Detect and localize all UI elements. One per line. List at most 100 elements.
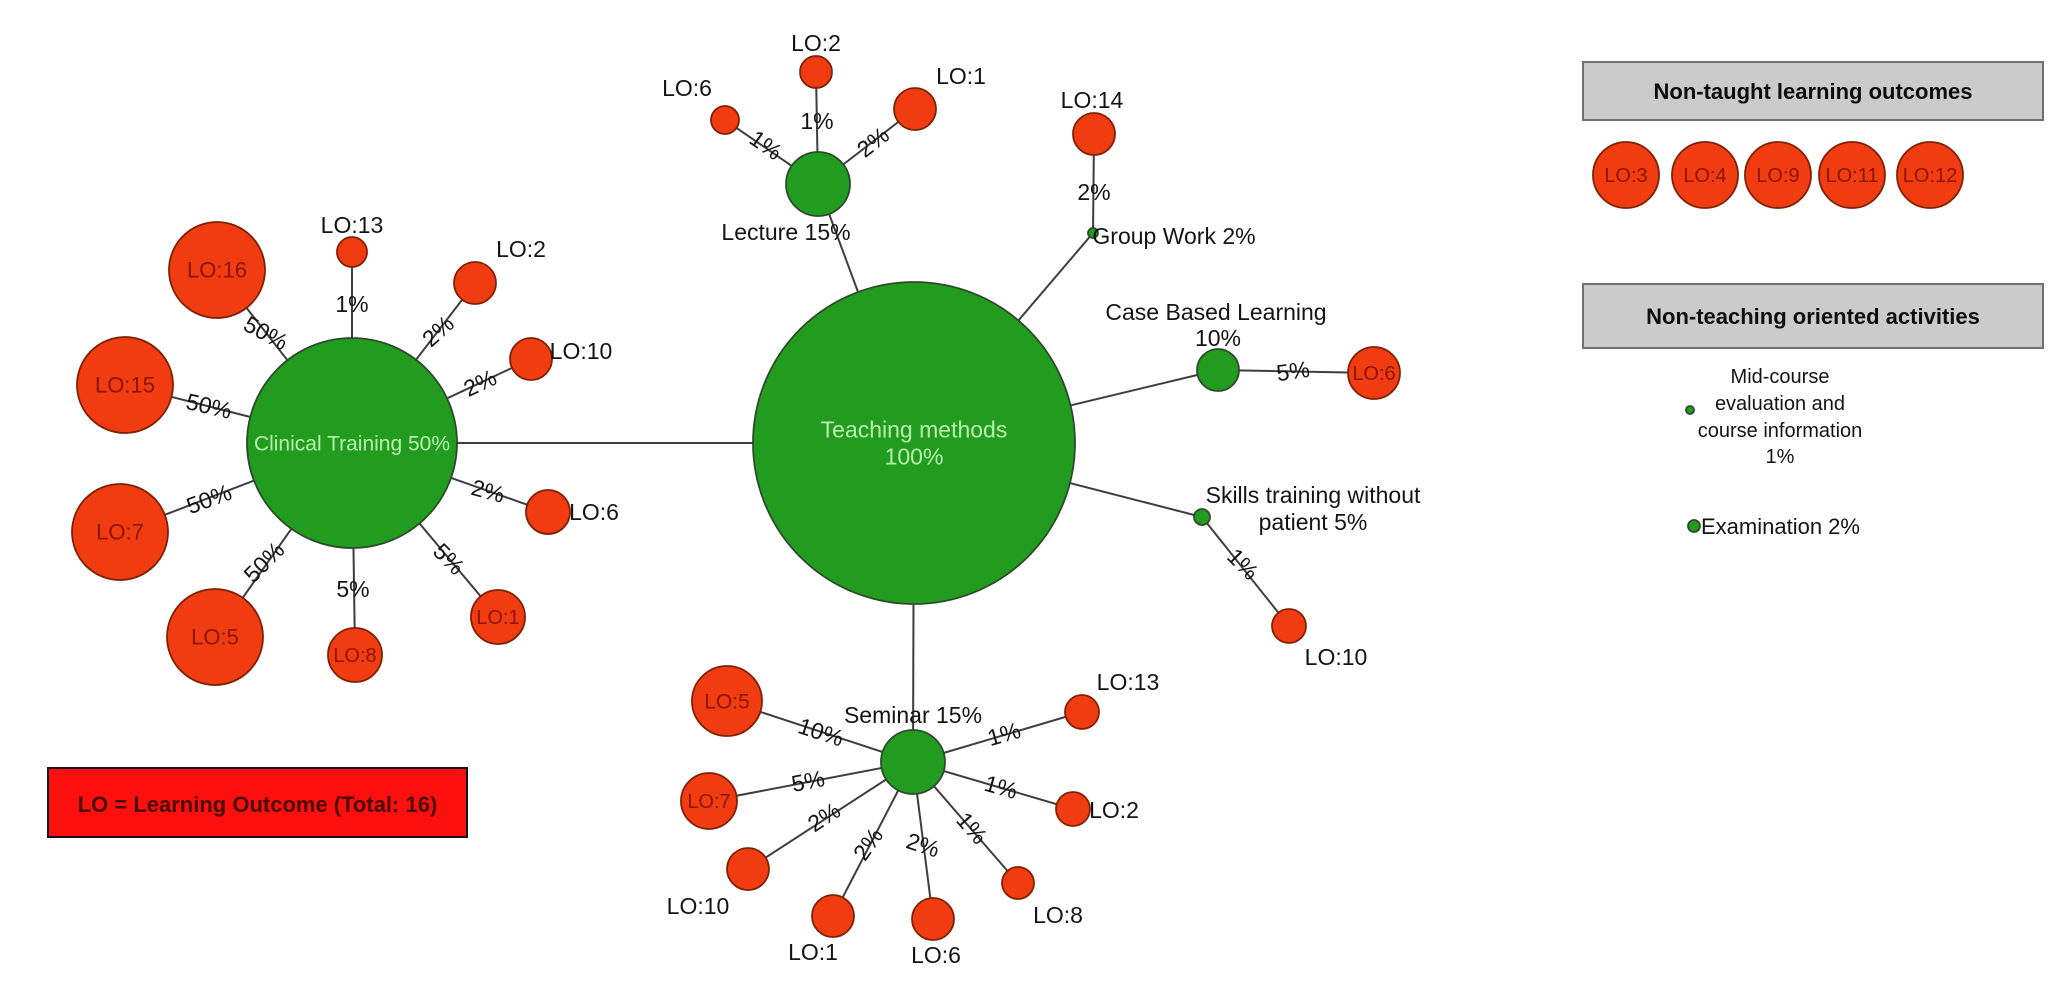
clinical-lo10-label: LO:10 — [550, 338, 613, 364]
seminar-lo5-node — [691, 665, 763, 737]
seminar-lo13-pct: 1% — [984, 717, 1023, 751]
seminar-lo10-node — [726, 847, 770, 891]
clinical-lo2-pct: 2% — [417, 310, 459, 352]
lecture-lo6-node — [710, 105, 740, 135]
seminar-lo2-node — [1055, 791, 1091, 827]
seminar-lo1-pct: 2% — [848, 823, 888, 865]
clinical-lo1-node-label: LO:1 — [476, 607, 519, 629]
clinical-lo15-node-label: LO:15 — [95, 373, 155, 398]
lecture-lo6-label: LO:6 — [662, 75, 712, 101]
seminar-lo7-node — [680, 772, 738, 830]
seminar-lo7-pct: 5% — [789, 765, 827, 797]
lecture-title: Lecture 15% — [721, 219, 850, 245]
seminar-lo2-label: LO:2 — [1089, 797, 1139, 823]
seminar-lo5-pct: 10% — [795, 713, 847, 752]
midcourse-line1: Mid-course — [1731, 366, 1830, 388]
nontaught-lo3-node-label: LO:3 — [1604, 165, 1647, 187]
non-taught-header-label: Non-taught learning outcomes — [1654, 79, 1973, 104]
nontaught-lo4-node — [1671, 141, 1739, 209]
edge-line — [708, 761, 914, 802]
non-taught-header-box — [1582, 61, 2044, 121]
seminar-title: Seminar 15% — [844, 702, 982, 728]
lecture-lo1-node — [893, 87, 937, 131]
seminar-lo5-node-label: LO:5 — [704, 690, 750, 713]
midcourse-line2: evaluation and — [1715, 393, 1845, 415]
nontaught-lo12-node-label: LO:12 — [1903, 165, 1957, 187]
case-based-learning-node — [1196, 348, 1240, 392]
groupwork-title: Group Work 2% — [1092, 223, 1255, 249]
skills-lo10-node — [1271, 608, 1307, 644]
seminar-lo1-label: LO:1 — [788, 939, 838, 965]
clinical-training-node — [246, 337, 458, 549]
cbl-lo6-node — [1347, 346, 1401, 400]
clinical-lo8-node-label: LO:8 — [333, 645, 376, 667]
clinical-lo13-node — [336, 236, 368, 268]
teaching-methods-node-label: 100% — [885, 444, 944, 470]
clinical-lo1-node — [470, 589, 526, 645]
clinical-lo7-node — [71, 483, 169, 581]
cbl-lo6-pct: 5% — [1275, 356, 1312, 386]
clinical-lo15-pct: 50% — [184, 388, 235, 424]
clinical-lo16-pct: 50% — [240, 311, 293, 356]
teaching-methods-node-label: Teaching methods — [821, 417, 1008, 443]
seminar-lo2-pct: 1% — [981, 770, 1020, 804]
clinical-lo16-node — [168, 221, 266, 319]
nontaught-lo9-node — [1744, 141, 1812, 209]
lecture-lo1-label: LO:1 — [936, 63, 986, 89]
clinical-lo8-pct: 5% — [336, 576, 369, 602]
seminar-lo10-label: LO:10 — [667, 893, 730, 919]
groupwork-lo14-label: LO:14 — [1061, 87, 1124, 113]
lecture-lo2-node — [799, 55, 833, 89]
lecture-lo1-pct: 2% — [852, 122, 894, 163]
groupwork-lo14-node — [1072, 112, 1116, 156]
clinical-lo6-label: LO:6 — [569, 499, 619, 525]
nontaught-lo4-node-label: LO:4 — [1683, 165, 1726, 187]
seminar-lo6-label: LO:6 — [911, 942, 961, 968]
seminar-lo1-node — [811, 894, 855, 938]
seminar-lo13-node — [1064, 694, 1100, 730]
clinical-lo2-label: LO:2 — [496, 236, 546, 262]
cbl-title-line1: Case Based Learning — [1105, 299, 1326, 325]
seminar-lo6-node — [911, 897, 955, 941]
clinical-lo6-pct: 2% — [469, 474, 508, 508]
skills-title-line2: patient 5% — [1259, 509, 1368, 535]
seminar-lo8-label: LO:8 — [1033, 902, 1083, 928]
clinical-lo5-node-label: LO:5 — [191, 625, 239, 650]
midcourse-line3: course information — [1698, 420, 1863, 442]
group-work-node — [1087, 227, 1099, 239]
clinical-lo2-node — [453, 261, 497, 305]
examination-dot — [1687, 519, 1701, 533]
cbl-title-line2: 10% — [1195, 325, 1241, 351]
clinical-lo16-node-label: LO:16 — [187, 258, 247, 283]
clinical-lo7-pct: 50% — [183, 479, 235, 519]
lecture-lo2-pct: 1% — [800, 108, 833, 134]
lo-legend-label: LO = Learning Outcome (Total: 16) — [78, 792, 438, 817]
skills-title-line1: Skills training without — [1206, 482, 1421, 508]
clinical-lo13-pct: 1% — [335, 291, 368, 317]
clinical-lo6-node — [525, 489, 571, 535]
seminar-lo13-label: LO:13 — [1097, 669, 1160, 695]
clinical-lo5-node — [166, 588, 264, 686]
clinical-lo5-pct: 50% — [239, 537, 290, 588]
clinical-lo7-node-label: LO:7 — [96, 520, 144, 545]
seminar-lo6-pct: 2% — [903, 827, 943, 862]
clinical-lo15-node — [76, 336, 174, 434]
seminar-lo8-node — [1001, 866, 1035, 900]
edge-line — [1201, 516, 1290, 627]
examination-label: Examination 2% — [1701, 514, 1860, 539]
groupwork-lo14-pct: 2% — [1077, 179, 1110, 205]
non-teaching-header-box — [1582, 283, 2044, 349]
midcourse-dot — [1685, 405, 1695, 415]
clinical-lo10-pct: 2% — [459, 364, 500, 402]
clinical-lo10-node — [509, 337, 553, 381]
seminar-node — [880, 729, 946, 795]
nontaught-lo11-node-label: LO:11 — [1826, 165, 1879, 187]
lo-legend-box — [47, 767, 468, 838]
cbl-lo6-node-label: LO:6 — [1352, 363, 1395, 385]
teaching-methods-node — [752, 281, 1076, 605]
seminar-lo10-pct: 2% — [803, 797, 845, 837]
non-teaching-header-label: Non-teaching oriented activities — [1646, 304, 1980, 329]
midcourse-line4: 1% — [1766, 446, 1795, 468]
